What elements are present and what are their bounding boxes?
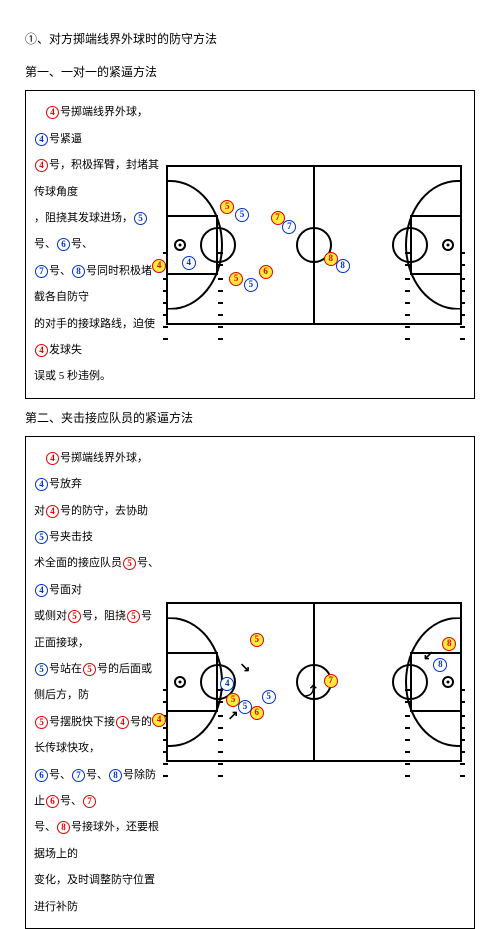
- player-defense-4: 4: [220, 677, 234, 691]
- subheading-1: 第一、一对一的紧逼方法: [25, 63, 475, 82]
- player-defense-5: 5: [244, 278, 258, 292]
- player-offense-5: 5: [220, 200, 234, 214]
- movement-arrow: ↘: [240, 658, 251, 679]
- court-1: 45567845578: [166, 165, 462, 325]
- player-defense-5: 5: [235, 208, 249, 222]
- player-defense-8: 8: [336, 259, 350, 273]
- player-offense-7: 7: [324, 674, 338, 688]
- player-offense-5: 5: [250, 633, 264, 647]
- player-offense-6: 6: [259, 265, 273, 279]
- section-1: 4号掷端线界外球，4号紧逼 4号，积极挥臂，封堵其传球角度 ，阻挠其发球进场，5…: [25, 90, 475, 398]
- section-1-text: 4号掷端线界外球，4号紧逼 4号，积极挥臂，封堵其传球角度 ，阻挠其发球进场，5…: [34, 99, 160, 389]
- player-offense-8: 8: [442, 637, 456, 651]
- player-offense-4: 4: [152, 259, 166, 273]
- player-defense-5: 5: [262, 690, 276, 704]
- player-offense-5: 5: [229, 272, 243, 286]
- section-2: 4号掷端线界外球，4号放弃 对4号的防守，去协助5号夹击技 术全面的接应队员5号…: [25, 436, 475, 929]
- movement-arrow: ↗: [228, 706, 239, 727]
- subheading-2: 第二、夹击接应队员的紧逼方法: [25, 409, 475, 428]
- player-offense-7: 7: [271, 211, 285, 225]
- movement-arrow: ⤴: [304, 682, 317, 703]
- player-offense-6: 6: [250, 706, 264, 720]
- section-1-diagram: 45567845578: [166, 99, 466, 389]
- player-defense-8: 8: [433, 658, 447, 672]
- player-defense-4: 4: [182, 256, 196, 270]
- section-2-text: 4号掷端线界外球，4号放弃 对4号的防守，去协助5号夹击技 术全面的接应队员5号…: [34, 445, 160, 920]
- movement-arrow: ↙: [423, 645, 434, 666]
- section-2-diagram: 4556784558↘↗⤴↙: [166, 445, 466, 920]
- main-title: ①、对方掷端线界外球时的防守方法: [25, 30, 475, 49]
- player-offense-4: 4: [152, 713, 166, 727]
- court-2: 4556784558↘↗⤴↙: [166, 602, 462, 762]
- player-defense-7: 7: [282, 220, 296, 234]
